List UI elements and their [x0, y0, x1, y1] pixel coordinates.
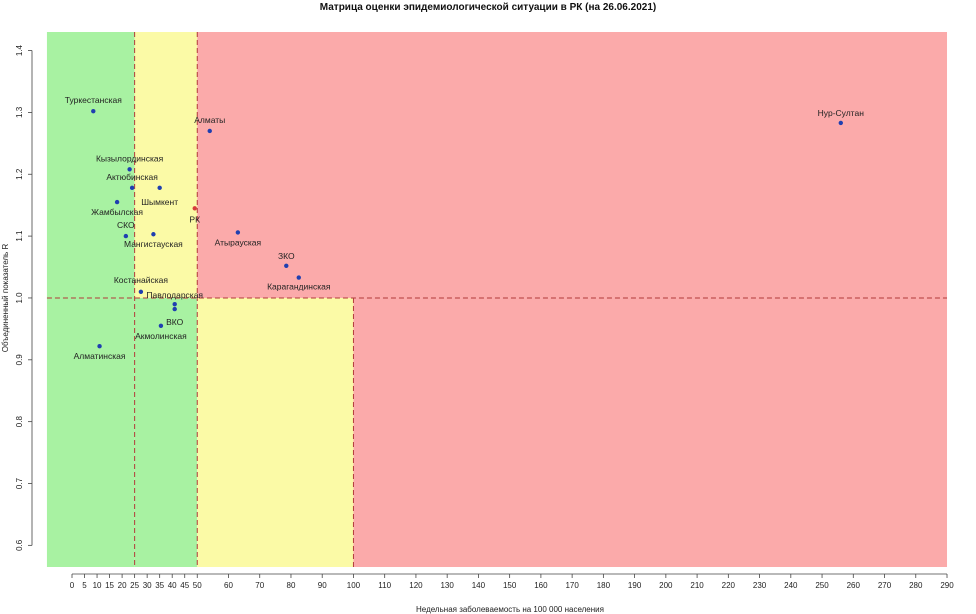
point-label-2: Актюбинская — [106, 172, 158, 182]
x-tick-label-27: 220 — [722, 581, 736, 590]
data-point-14 — [235, 230, 241, 235]
data-point-11 — [97, 343, 102, 349]
x-tick-label-29: 240 — [784, 581, 798, 590]
zone-rect-2 — [134, 297, 198, 567]
x-tick-label-3: 15 — [105, 581, 114, 590]
x-tick-label-22: 170 — [565, 581, 579, 590]
data-point-9 — [172, 306, 177, 312]
y-tick-label-8: 1.4 — [15, 44, 24, 56]
point-label-11: Алматинская — [74, 351, 126, 361]
x-tick-label-34: 290 — [940, 581, 954, 590]
point-label-0: Туркестанская — [65, 95, 122, 105]
point-label-16: Карагандинская — [267, 282, 331, 292]
x-tick-label-15: 100 — [347, 581, 361, 590]
x-tick-label-32: 270 — [878, 581, 892, 590]
x-tick-label-9: 45 — [180, 581, 189, 590]
data-point-7 — [138, 289, 144, 294]
x-tick-label-33: 280 — [909, 581, 923, 590]
point-label-10: Акмолинская — [135, 331, 187, 341]
point-label-3: Жамбылская — [91, 207, 143, 217]
x-tick-label-4: 20 — [118, 581, 127, 590]
y-tick-label-0: 0.6 — [15, 539, 24, 551]
data-point-12 — [207, 128, 212, 134]
point-label-13: РК — [189, 214, 200, 224]
x-tick-label-13: 80 — [287, 581, 296, 590]
x-tick-label-6: 30 — [143, 581, 152, 590]
x-tick-label-25: 200 — [659, 581, 673, 590]
x-tick-label-28: 230 — [753, 581, 767, 590]
x-tick-label-18: 130 — [440, 581, 454, 590]
point-label-7: Костанайская — [114, 275, 169, 285]
data-point-16 — [296, 275, 301, 280]
x-tick-label-19: 140 — [472, 581, 486, 590]
x-tick-label-5: 25 — [130, 581, 139, 590]
zone-rect-1 — [134, 32, 198, 298]
x-tick-label-1: 5 — [82, 581, 87, 590]
x-tick-label-16: 110 — [378, 581, 391, 590]
x-tick-label-31: 260 — [847, 581, 861, 590]
zone-rect-0 — [46, 32, 135, 567]
zone-rect-4 — [197, 32, 948, 298]
point-label-4: СКО — [117, 220, 135, 230]
y-tick-label-3: 0.9 — [15, 354, 24, 366]
y-tick-label-1: 0.7 — [15, 477, 24, 489]
data-point-3 — [114, 199, 120, 205]
x-tick-label-11: 60 — [224, 581, 233, 590]
y-tick-label-2: 0.8 — [15, 416, 24, 428]
y-axis-title: Объединенный показатель R — [1, 244, 10, 353]
chart-title: Матрица оценки эпидемиологической ситуац… — [319, 2, 657, 13]
zone-rect-5 — [353, 297, 948, 567]
data-point-2 — [129, 185, 135, 191]
data-point-6 — [151, 232, 156, 237]
y-tick-label-6: 1.2 — [15, 168, 24, 180]
x-tick-label-12: 70 — [255, 581, 264, 590]
x-tick-label-20: 150 — [503, 581, 517, 590]
y-tick-label-7: 1.3 — [15, 106, 24, 118]
x-tick-label-30: 250 — [815, 581, 829, 590]
data-point-8 — [172, 301, 177, 307]
point-label-9: ВКО — [166, 317, 184, 327]
data-point-1 — [127, 167, 132, 172]
data-point-4 — [123, 233, 129, 239]
zone-rect-3 — [197, 297, 354, 567]
x-axis-title: Недельная заболеваемость на 100 000 насе… — [416, 605, 604, 614]
y-tick-label-5: 1.1 — [15, 230, 24, 242]
x-tick-label-2: 10 — [93, 581, 102, 590]
y-tick-label-4: 1.0 — [15, 292, 24, 304]
x-tick-label-17: 120 — [409, 581, 423, 590]
point-label-17: Нур-Султан — [818, 108, 865, 118]
x-tick-label-21: 160 — [534, 581, 548, 590]
x-tick-label-0: 0 — [70, 581, 75, 590]
x-tick-label-8: 40 — [168, 581, 177, 590]
x-tick-label-23: 180 — [597, 581, 611, 590]
threshold-lines-layer — [46, 32, 948, 567]
data-point-15 — [284, 263, 289, 268]
point-label-12: Алматы — [194, 115, 225, 125]
points-layer — [91, 108, 843, 349]
point-label-1: Кызылординская — [96, 153, 164, 163]
labels-layer: Туркестанская Кызылординская Актюбинская Жа… — [65, 95, 864, 361]
x-tick-label-26: 210 — [690, 581, 704, 590]
data-point-17 — [838, 120, 843, 126]
x-tick-label-7: 35 — [155, 581, 164, 590]
data-point-5 — [157, 185, 162, 191]
x-tick-label-24: 190 — [628, 581, 642, 590]
data-point-10 — [158, 323, 164, 328]
x-tick-label-14: 90 — [318, 581, 327, 590]
zones-layer — [46, 32, 948, 567]
point-label-5: Шымкент — [141, 197, 178, 207]
point-label-8: Павлодарская — [146, 290, 203, 300]
x-tick-label-10: 50 — [193, 581, 202, 590]
point-label-14: Атырауская — [215, 237, 262, 247]
point-label-15: ЗКО — [278, 251, 295, 261]
point-label-6: Мангистауская — [124, 239, 183, 249]
axes-layer: 0 5 10 15 20 25 30 35 40 45 50 60 70 80 90 100 110 120 130… — [15, 44, 954, 590]
data-point-13 — [192, 206, 197, 211]
data-point-0 — [91, 108, 96, 114]
